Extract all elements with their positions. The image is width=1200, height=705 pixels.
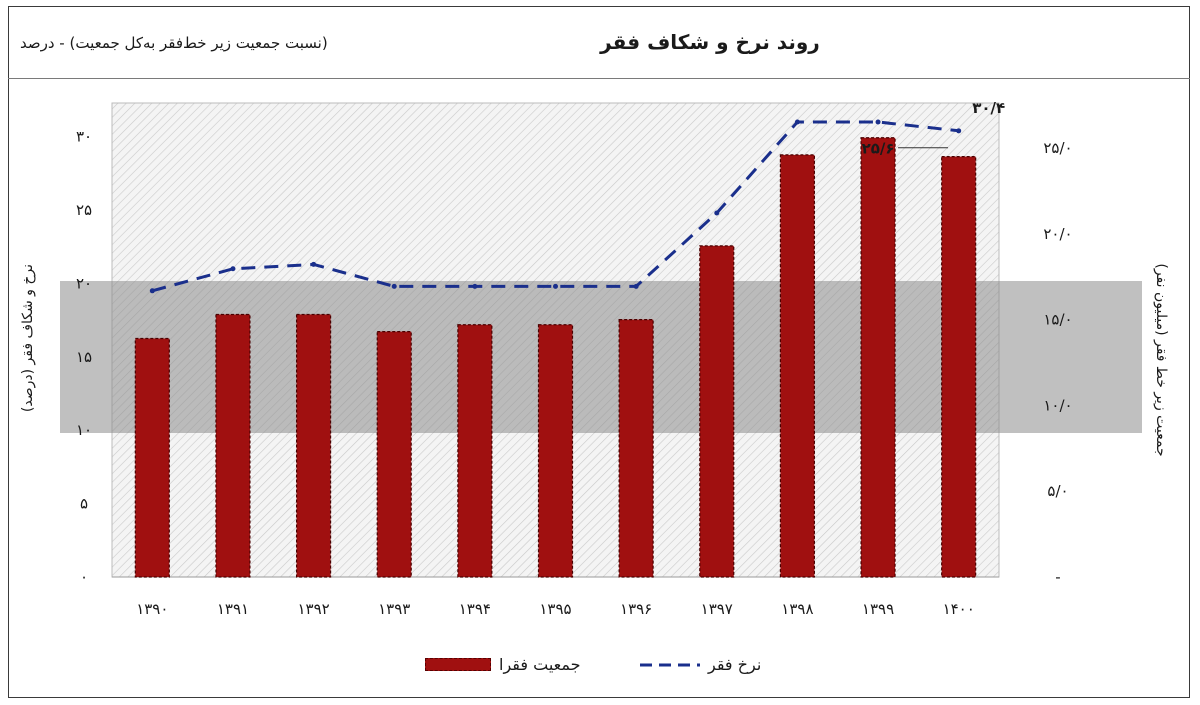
- x-tick-label: ۱۳۹۶: [620, 600, 652, 618]
- bar-1: [215, 313, 251, 578]
- x-tick-label: ۱۳۹۳: [378, 600, 410, 618]
- legend-line-swatch: [640, 663, 700, 666]
- bar-data-label: ۲۵/۶: [862, 140, 895, 158]
- x-tick-label: ۱۳۹۸: [781, 600, 813, 618]
- left-tick-label: ۰: [80, 568, 88, 586]
- line-point-3: [391, 283, 397, 289]
- legend-bar-swatch: [425, 658, 491, 671]
- title-divider: [8, 78, 1190, 79]
- x-tick-label: ۱۳۹۷: [701, 600, 733, 618]
- line-point-10: [956, 128, 962, 134]
- right-tick-label: ۱۵/۰: [1043, 311, 1072, 329]
- left-tick-label: ۱۰: [76, 421, 92, 439]
- bars-group: [134, 137, 977, 578]
- line-point-9: [875, 119, 881, 125]
- line-point-8: [794, 119, 800, 125]
- y-axis-label-left: نرخ و شکاف فقر (درصد): [20, 263, 36, 413]
- right-tick-label: ۲۵/۰: [1043, 139, 1072, 157]
- left-tick-label: ۳۰: [76, 128, 92, 146]
- legend-item-bar: جمعیت فقرا: [425, 655, 581, 674]
- left-axis-ticks: ۰ ۵ ۱۰ ۱۵ ۲۰ ۲۵ ۳۰: [76, 128, 92, 586]
- chart-subtitle: (نسبت جمعیت زیر خط‌فقر به‌کل جمعیت) - در…: [20, 34, 328, 52]
- line-point-7: [714, 210, 720, 216]
- bar-8: [779, 154, 816, 578]
- bar-9: [860, 137, 896, 578]
- right-tick-label: ۵/۰: [1047, 482, 1068, 500]
- right-tick-label: -: [1055, 568, 1060, 586]
- x-tick-label: ۱۳۹۴: [459, 600, 491, 618]
- line-point-4: [472, 283, 478, 289]
- left-tick-label: ۵: [80, 495, 88, 513]
- x-axis-ticks: ۱۳۹۰ ۱۳۹۱ ۱۳۹۲ ۱۳۹۳ ۱۳۹۴ ۱۳۹۵ ۱۳۹۶ ۱۳۹۷ ۱۳۹۸ ۱۳۹۹…: [136, 600, 975, 618]
- line-group: [149, 119, 962, 294]
- x-tick-label: ۱۳۹۹: [862, 600, 894, 618]
- right-tick-label: ۲۰/۰: [1043, 225, 1072, 243]
- y-axis-label-right: جمعیت زیر خط فقر (میلیون نفر): [1153, 263, 1169, 457]
- bar-4: [457, 324, 493, 578]
- bar-7: [699, 245, 735, 578]
- line-point-6: [633, 283, 639, 289]
- x-tick-label: ۱۳۹۰: [136, 600, 168, 618]
- line-point-0: [149, 288, 155, 294]
- line-point-5: [553, 283, 558, 289]
- left-tick-label: ۲۵: [76, 201, 92, 219]
- right-axis-ticks: - ۵/۰ ۱۰/۰ ۱۵/۰ ۲۰/۰ ۲۵/۰: [1043, 139, 1072, 586]
- left-tick-label: ۱۵: [76, 348, 92, 366]
- x-tick-label: ۱۳۹۱: [217, 600, 249, 618]
- x-tick-label: ۱۴۰۰: [943, 600, 975, 618]
- bar-6: [618, 319, 654, 578]
- chart-title: روند نرخ و شکاف فقر: [600, 30, 820, 54]
- bar-5: [537, 324, 574, 578]
- legend-item-line: نرخ فقر: [640, 655, 761, 674]
- line-data-label: ۳۰/۴: [972, 99, 1005, 117]
- right-tick-label: ۱۰/۰: [1043, 396, 1072, 414]
- poverty-rate-line: [151, 120, 959, 293]
- bar-0: [134, 337, 170, 578]
- line-point-1: [230, 266, 236, 272]
- x-tick-label: ۱۳۹۵: [539, 600, 571, 618]
- bar-2: [295, 313, 332, 578]
- legend-label-line: نرخ فقر: [708, 655, 762, 674]
- left-tick-label: ۲۰: [76, 274, 92, 292]
- line-point-2: [311, 261, 317, 267]
- x-tick-label: ۱۳۹۲: [297, 600, 329, 618]
- bar-3: [376, 331, 412, 578]
- data-labels: ۲۵/۶ ۳۰/۴: [862, 99, 1006, 158]
- legend: جمعیت فقرا نرخ فقر: [0, 655, 1200, 685]
- legend-label-bar: جمعیت فقرا: [499, 655, 581, 674]
- bar-10: [941, 156, 977, 578]
